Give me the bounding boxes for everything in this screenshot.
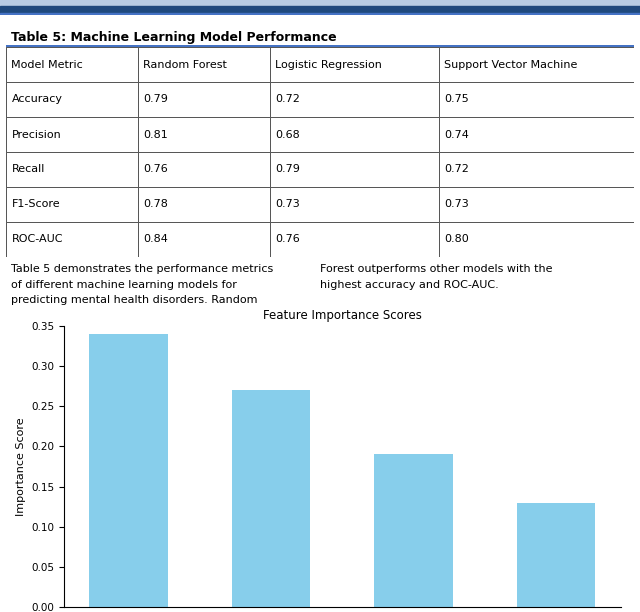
Text: 0.79: 0.79 — [143, 94, 168, 105]
Bar — [138, 117, 270, 152]
Text: 0.74: 0.74 — [444, 130, 469, 140]
Text: 0.68: 0.68 — [275, 130, 300, 140]
Bar — [138, 152, 270, 187]
Bar — [439, 222, 634, 257]
Text: 0.79: 0.79 — [275, 165, 300, 174]
Bar — [270, 222, 439, 257]
Text: Support Vector Machine: Support Vector Machine — [444, 59, 577, 70]
Bar — [439, 82, 634, 117]
Bar — [374, 455, 453, 607]
Bar — [270, 82, 439, 117]
Bar — [138, 82, 270, 117]
Bar — [270, 152, 439, 187]
Bar — [90, 334, 168, 607]
Text: Table 5 demonstrates the performance metrics
of different machine learning model: Table 5 demonstrates the performance met… — [12, 264, 274, 305]
Bar — [6, 152, 138, 187]
Bar — [439, 152, 634, 187]
Bar — [0, 13, 640, 15]
Text: 0.76: 0.76 — [143, 165, 168, 174]
Y-axis label: Importance Score: Importance Score — [15, 417, 26, 516]
Text: 0.81: 0.81 — [143, 130, 168, 140]
Text: Logistic Regression: Logistic Regression — [275, 59, 381, 70]
Bar — [439, 47, 634, 82]
Text: 0.80: 0.80 — [444, 234, 469, 245]
Text: Table 5: Machine Learning Model Performance: Table 5: Machine Learning Model Performa… — [12, 31, 337, 43]
Text: 0.73: 0.73 — [444, 200, 469, 209]
Bar — [138, 47, 270, 82]
Text: 0.73: 0.73 — [275, 200, 300, 209]
Text: Accuracy: Accuracy — [12, 94, 63, 105]
Bar — [6, 82, 138, 117]
Text: Random Forest: Random Forest — [143, 59, 227, 70]
Bar — [270, 117, 439, 152]
Text: Precision: Precision — [12, 130, 61, 140]
Bar — [6, 222, 138, 257]
Bar — [270, 47, 439, 82]
Text: 0.72: 0.72 — [444, 165, 469, 174]
Text: 0.75: 0.75 — [444, 94, 469, 105]
Text: 0.78: 0.78 — [143, 200, 168, 209]
Bar — [6, 187, 138, 222]
Bar — [6, 117, 138, 152]
Text: 0.72: 0.72 — [275, 94, 300, 105]
Bar — [439, 117, 634, 152]
Text: Forest outperforms other models with the
highest accuracy and ROC-AUC.: Forest outperforms other models with the… — [320, 264, 552, 290]
Text: Recall: Recall — [12, 165, 45, 174]
Text: Model Metric: Model Metric — [12, 59, 83, 70]
Bar — [232, 390, 310, 607]
Bar — [0, 6, 640, 13]
Title: Feature Importance Scores: Feature Importance Scores — [263, 309, 422, 322]
Text: F1-Score: F1-Score — [12, 200, 60, 209]
Bar — [270, 187, 439, 222]
Bar — [138, 187, 270, 222]
Bar — [439, 187, 634, 222]
Text: 0.76: 0.76 — [275, 234, 300, 245]
Text: 0.84: 0.84 — [143, 234, 168, 245]
Bar — [517, 502, 595, 607]
Text: ROC-AUC: ROC-AUC — [12, 234, 63, 245]
Bar — [138, 222, 270, 257]
Bar — [6, 47, 138, 82]
Bar — [0, 0, 640, 6]
